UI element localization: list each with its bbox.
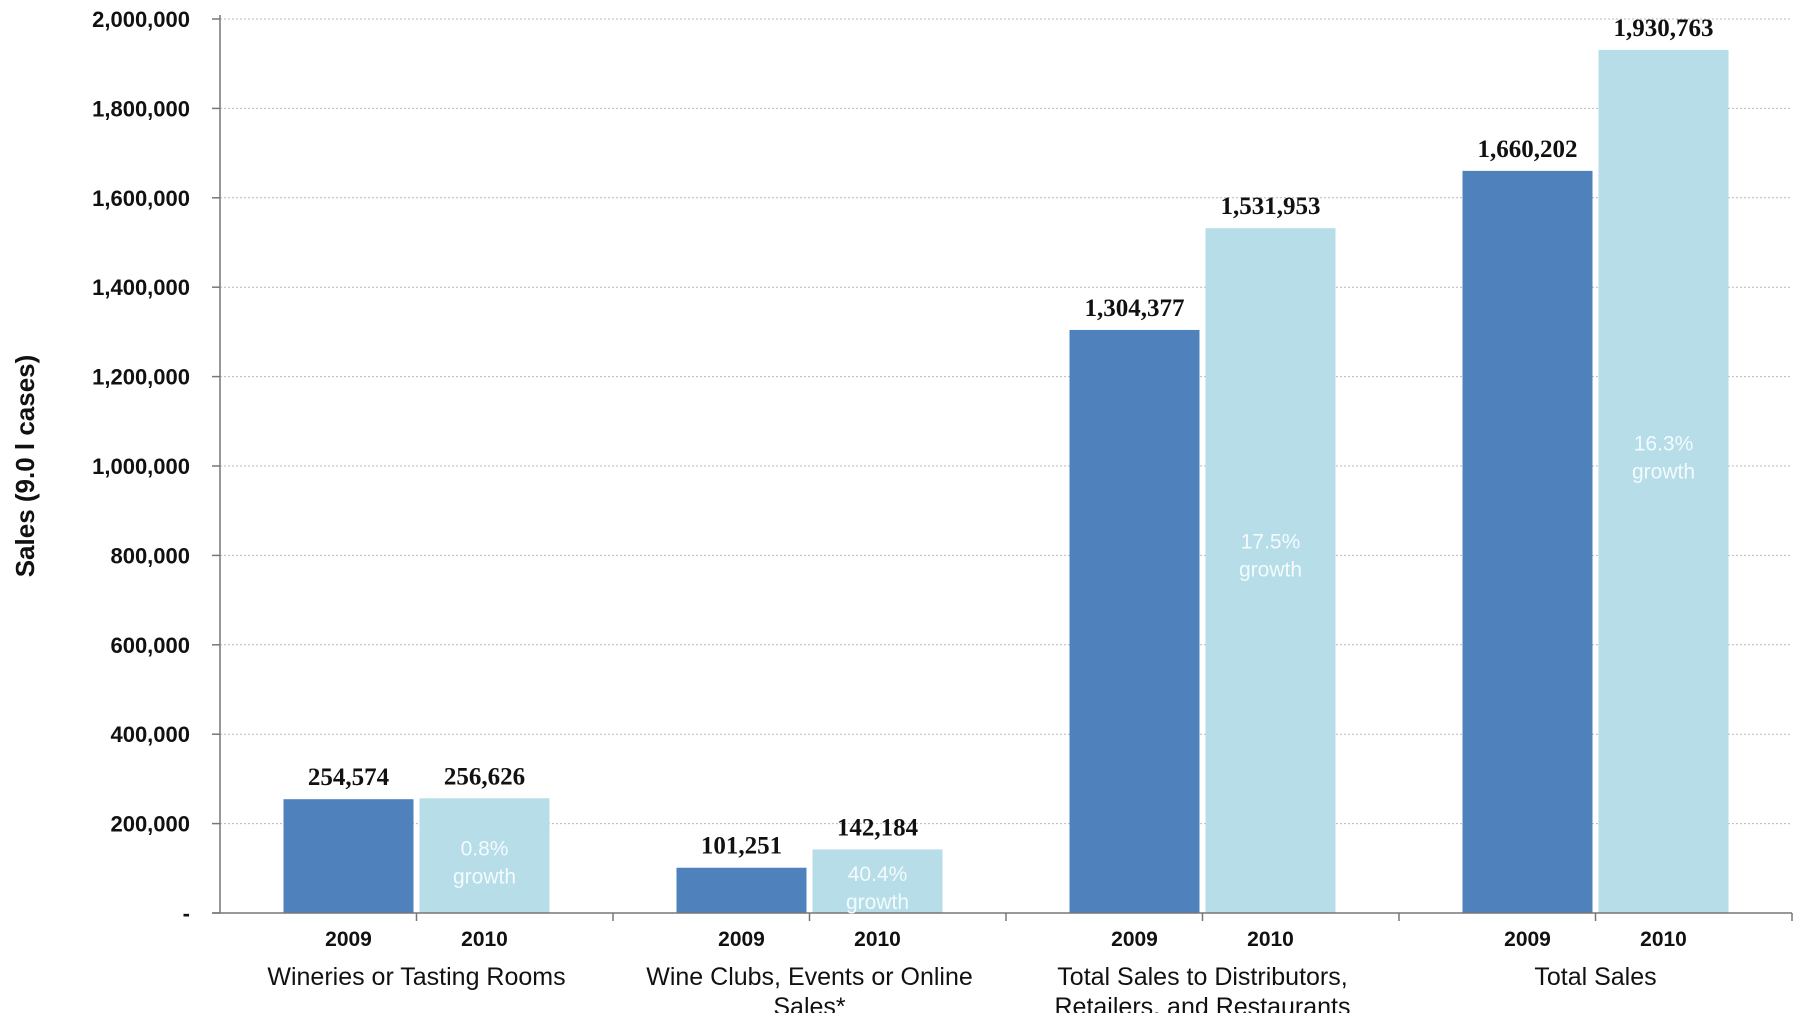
x-year-label: 2009 [325, 928, 372, 951]
bar-2009 [1462, 170, 1593, 913]
x-year-label: 2010 [854, 928, 901, 951]
labels: - 200,000 400,000 600,000 800,000 1,000,000 1,… [92, 7, 1713, 1013]
x-year-label: 2010 [461, 928, 508, 951]
bar-2009 [283, 799, 414, 913]
y-tick-label: 400,000 [110, 722, 190, 747]
bar-2010 [1598, 49, 1729, 914]
growth-annotation: growth [453, 866, 516, 889]
y-tick-label: 800,000 [110, 543, 190, 568]
growth-annotation: 0.8% [461, 838, 509, 861]
growth-annotation: growth [846, 891, 909, 914]
x-category-label: Sales* [773, 993, 846, 1013]
growth-annotation: growth [1632, 460, 1695, 483]
bar-2009 [1069, 329, 1200, 913]
y-tick-label: 1,600,000 [92, 186, 190, 211]
y-tick-label: 600,000 [110, 633, 190, 658]
bars [283, 49, 1729, 914]
data-label: 1,304,377 [1085, 295, 1185, 322]
data-label: 142,184 [837, 814, 919, 841]
axes [212, 15, 1793, 921]
x-year-label: 2010 [1640, 928, 1687, 951]
growth-annotation: growth [1239, 558, 1302, 581]
data-label: 1,660,202 [1478, 136, 1578, 163]
y-tick-label: 1,800,000 [92, 96, 190, 121]
x-year-label: 2010 [1247, 928, 1294, 951]
bar-2009 [676, 867, 807, 913]
x-year-label: 2009 [1504, 928, 1551, 951]
x-category-label: Total Sales to Distributors, [1057, 963, 1347, 991]
growth-annotation: 16.3% [1634, 432, 1694, 455]
gridlines [220, 18, 1792, 825]
bar-2010 [1205, 228, 1336, 913]
x-category-label: Wineries or Tasting Rooms [267, 963, 565, 991]
x-category-label: Total Sales [1534, 963, 1656, 991]
x-year-label: 2009 [1111, 928, 1158, 951]
data-label: 1,531,953 [1221, 193, 1321, 220]
x-year-label: 2009 [718, 928, 765, 951]
data-label: 254,574 [308, 764, 390, 791]
y-tick-label: 200,000 [110, 812, 190, 837]
y-tick-label: 2,000,000 [92, 7, 190, 32]
y-axis-title: Sales (9.0 l cases) [10, 355, 40, 578]
y-tick-label: 1,200,000 [92, 365, 190, 390]
growth-annotation: 17.5% [1241, 530, 1301, 553]
data-label: 101,251 [701, 833, 782, 860]
data-label: 1,930,763 [1614, 15, 1714, 42]
y-tick-label: 1,400,000 [92, 275, 190, 300]
data-label: 256,626 [444, 763, 525, 790]
x-category-label: Retailers, and Restaurants [1055, 993, 1351, 1013]
y-tick-label: 1,000,000 [92, 454, 190, 479]
bar-2010 [812, 849, 943, 913]
y-tick-label: - [183, 901, 190, 926]
bar-2010 [419, 798, 550, 913]
growth-annotation: 40.4% [848, 863, 908, 886]
x-category-label: Wine Clubs, Events or Online [646, 963, 973, 991]
